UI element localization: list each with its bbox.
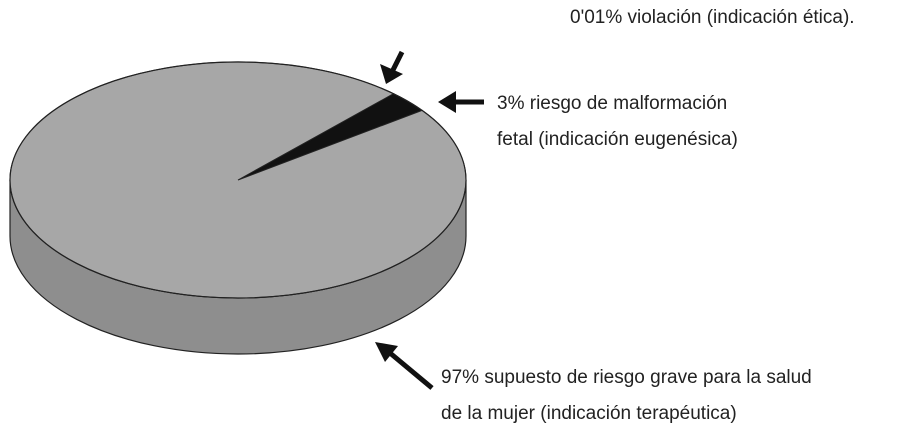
arrow	[389, 50, 405, 74]
arrow-head	[380, 64, 403, 84]
category-label: supuesto de riesgo grave para la salud d…	[441, 367, 812, 424]
value-label: 3%	[497, 93, 525, 114]
slice-label: 3% riesgo de malformación fetal (indicac…	[497, 86, 738, 158]
slice-label: 97% supuesto de riesgo grave para la sal…	[441, 360, 812, 428]
value-label: 0'01%	[570, 7, 623, 28]
value-label: 97%	[441, 367, 480, 388]
arrow-head	[438, 91, 456, 113]
slice-label: 0'01% violación (indicación ética).	[570, 0, 855, 36]
category-label: riesgo de malformación fetal (indicación…	[497, 93, 738, 150]
arrows	[375, 50, 484, 390]
pie-outline	[9, 61, 467, 299]
arrow	[388, 351, 434, 390]
category-label: violación (indicación ética).	[627, 7, 855, 28]
arrow-head	[375, 342, 398, 362]
